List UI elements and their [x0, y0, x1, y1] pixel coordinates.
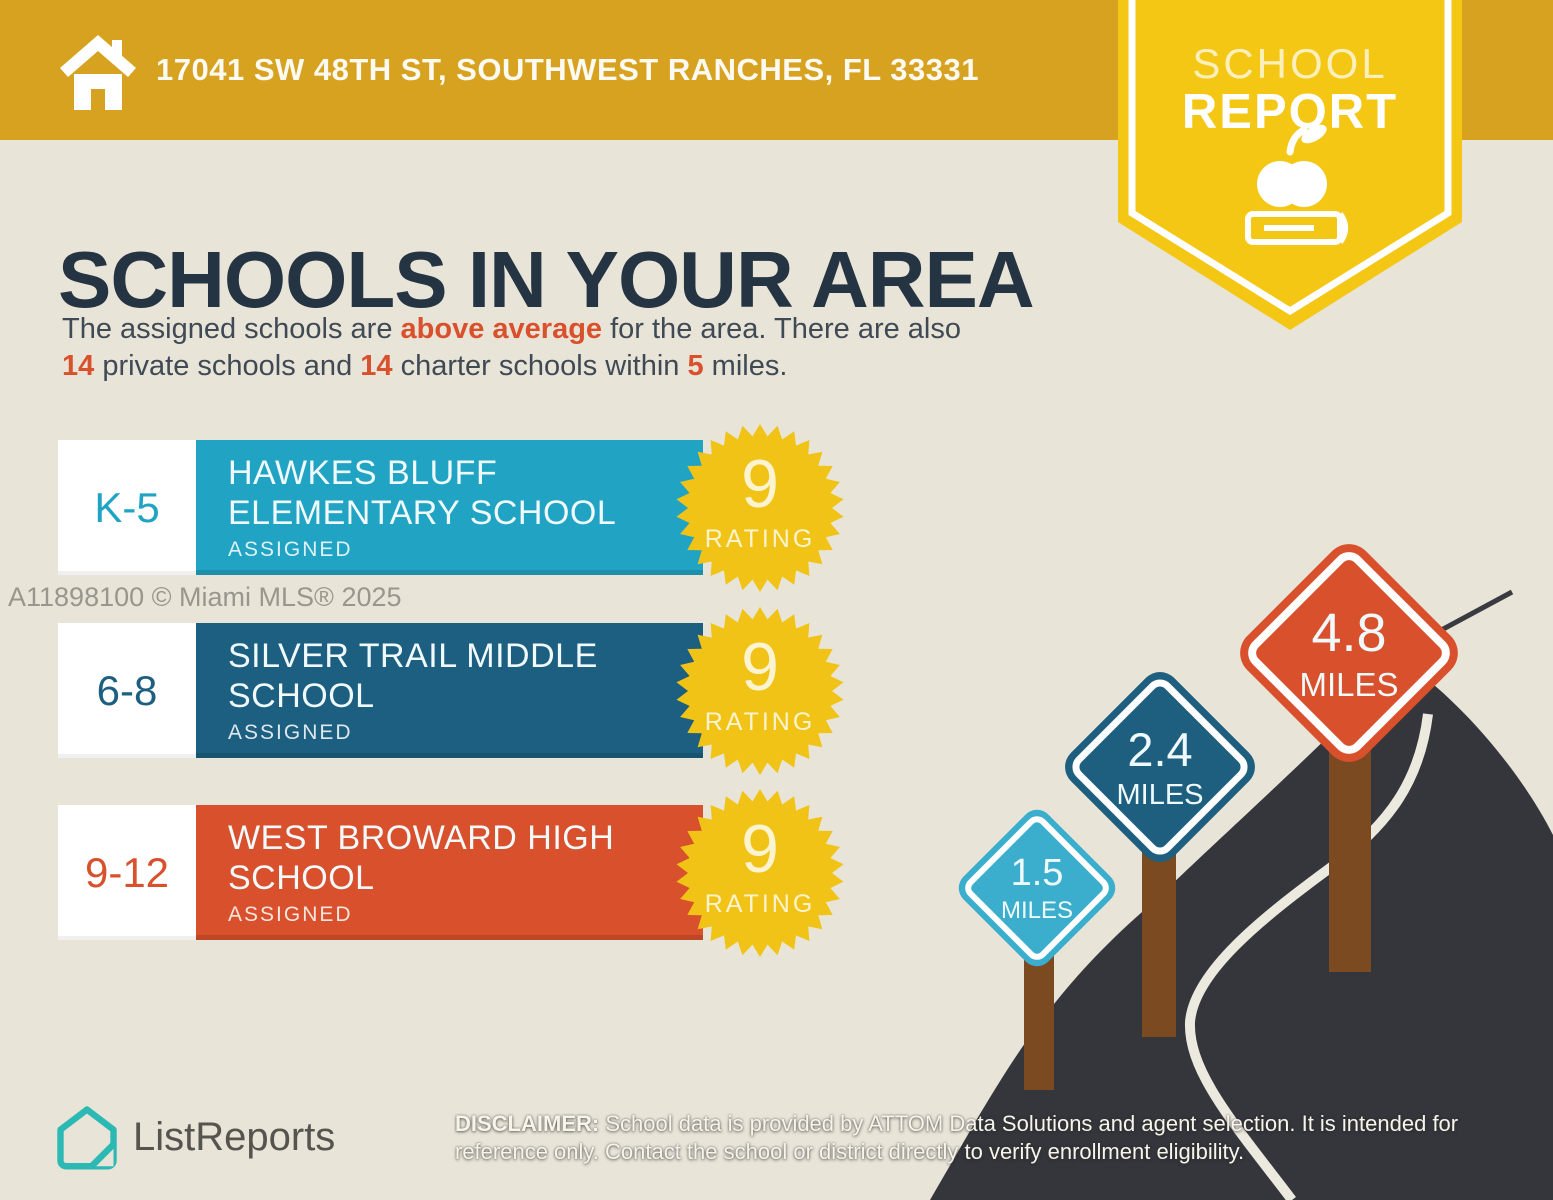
sign-unit: MILES: [1299, 666, 1399, 703]
disclaimer-text: DISCLAIMER: School data is provided by A…: [455, 1110, 1475, 1166]
sign-post: [1329, 750, 1371, 972]
book-icon: [1245, 211, 1349, 245]
school-name: SILVER TRAIL MIDDLE SCHOOL: [228, 637, 598, 715]
rating-badge: 9 RATING: [675, 423, 845, 593]
school-row-elementary: K-5 HAWKES BLUFF ELEMENTARY SCHOOL ASSIG…: [58, 424, 844, 592]
listreports-logo-icon: [57, 1106, 117, 1170]
grade-range-badge: K-5: [58, 440, 196, 575]
school-status: ASSIGNED: [228, 538, 353, 561]
rating-label: RATING: [704, 890, 816, 918]
page-title: SCHOOLS IN YOUR AREA: [58, 234, 1035, 324]
disclaimer-body: School data is provided by ATTOM Data So…: [455, 1111, 1459, 1164]
sign-distance: 4.8: [1311, 603, 1387, 663]
rating-badge: 9 RATING: [675, 788, 845, 958]
rating-value: 9: [741, 446, 779, 522]
grade-range-badge: 9-12: [58, 805, 196, 940]
sign-distance: 2.4: [1127, 723, 1193, 776]
rating-badge: 9 RATING: [675, 606, 845, 776]
ribbon-title-school: SCHOOL: [1192, 40, 1388, 87]
ribbon-title-report: REPORT: [1181, 85, 1399, 139]
sign-unit: MILES: [1116, 779, 1204, 811]
school-bar: WEST BROWARD HIGH SCHOOL ASSIGNED: [196, 805, 703, 940]
school-report-ribbon: SCHOOL REPORT: [1118, 0, 1462, 342]
rating-label: RATING: [704, 708, 816, 736]
starburst-icon: [676, 424, 844, 592]
school-bar: SILVER TRAIL MIDDLE SCHOOL ASSIGNED: [196, 623, 703, 758]
sign-unit: MILES: [1000, 896, 1074, 924]
apple-icon: [1257, 124, 1327, 207]
disclaimer-label: DISCLAIMER:: [455, 1111, 600, 1136]
school-name: HAWKES BLUFF ELEMENTARY SCHOOL: [228, 454, 617, 532]
rating-value: 9: [741, 811, 779, 887]
sign-distance: 1.5: [1010, 851, 1064, 894]
distance-sign-4-8-miles: 4.8 MILES: [1230, 534, 1468, 772]
distance-sign-2-4-miles: 2.4 MILES: [1056, 663, 1264, 871]
starburst-icon: [676, 607, 844, 775]
listreports-wordmark: ListReports: [133, 1114, 336, 1159]
mls-watermark: A11898100 © Miami MLS® 2025: [8, 582, 402, 612]
school-name: WEST BROWARD HIGH SCHOOL: [228, 819, 615, 897]
home-icon: [60, 35, 136, 110]
grade-range-badge: 6-8: [58, 623, 196, 758]
school-status: ASSIGNED: [228, 721, 353, 744]
rating-label: RATING: [704, 525, 816, 553]
school-row-high: 9-12 WEST BROWARD HIGH SCHOOL ASSIGNED 9…: [58, 789, 844, 957]
rating-value: 9: [741, 629, 779, 705]
intro-paragraph: The assigned schools are above average f…: [62, 313, 961, 382]
school-bar: HAWKES BLUFF ELEMENTARY SCHOOL ASSIGNED: [196, 440, 703, 575]
property-address: 17041 SW 48TH ST, SOUTHWEST RANCHES, FL …: [156, 52, 979, 87]
school-status: ASSIGNED: [228, 903, 353, 926]
listreports-brand: ListReports: [55, 1102, 335, 1172]
starburst-icon: [676, 789, 844, 957]
school-row-middle: 6-8 SILVER TRAIL MIDDLE SCHOOL ASSIGNED …: [58, 607, 844, 775]
